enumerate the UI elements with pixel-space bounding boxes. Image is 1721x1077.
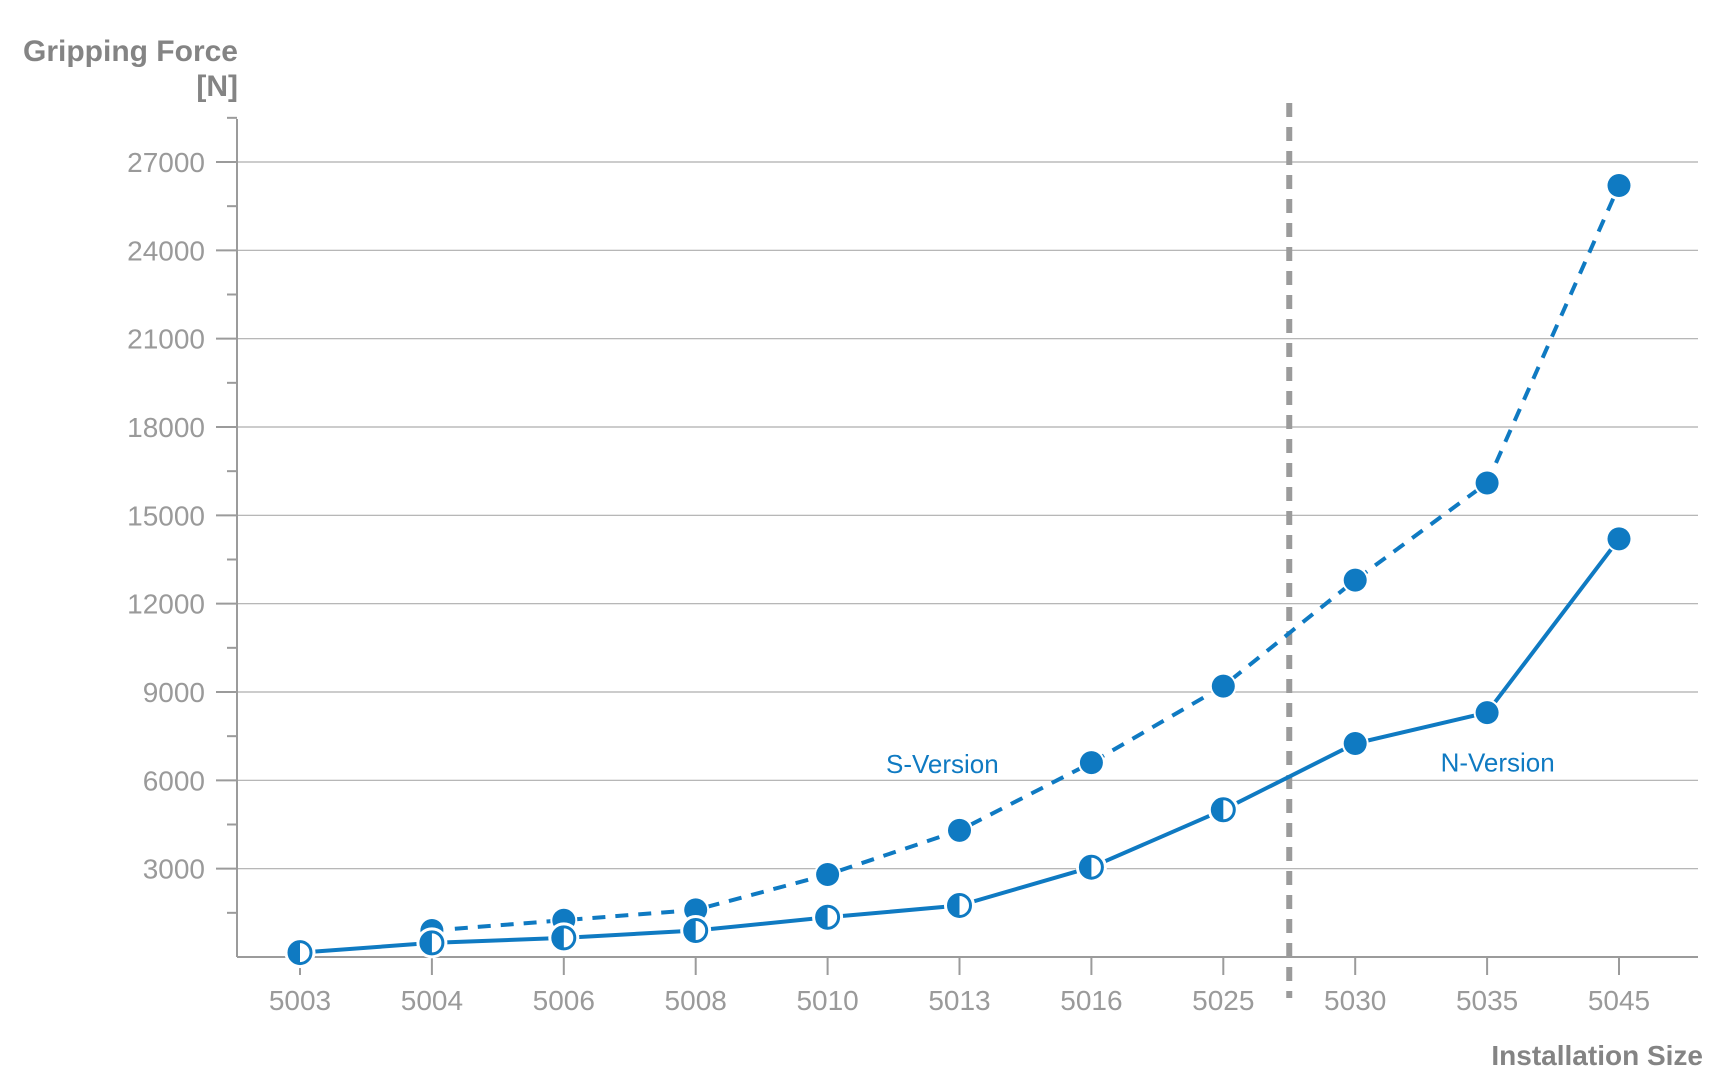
n-version-marker-5045	[1607, 527, 1631, 551]
s-version-marker-5045	[1607, 174, 1631, 198]
y-tick-label: 6000	[143, 765, 205, 796]
s-version-marker-5008	[684, 898, 708, 922]
s-version-marker-5013	[948, 818, 971, 842]
x-tick-label: 5013	[928, 985, 990, 1016]
x-tick-label: 5008	[665, 985, 727, 1016]
y-tick-label: 24000	[127, 235, 205, 266]
n-version-marker-5016-halffill	[1080, 856, 1092, 879]
n-version-marker-5008-halffill	[684, 919, 696, 942]
y-axis-title-unit: [N]	[196, 70, 238, 103]
s-version-marker-5030	[1343, 568, 1367, 592]
y-tick-label: 3000	[143, 854, 205, 885]
y-tick-label: 21000	[127, 324, 205, 355]
x-tick-label: 5003	[269, 985, 331, 1016]
x-tick-label: 5006	[533, 985, 595, 1016]
n-version-marker-5004-halffill	[420, 931, 432, 954]
n-version-marker-5035	[1475, 701, 1499, 725]
x-tick-label: 5030	[1324, 985, 1386, 1016]
x-tick-label: 5016	[1060, 985, 1122, 1016]
y-tick-label: 15000	[127, 500, 205, 531]
n-version-marker-5030	[1343, 732, 1367, 756]
x-tick-label: 5035	[1456, 985, 1518, 1016]
series-label-n-version: N-Version	[1441, 748, 1555, 778]
y-axis-title: Gripping Force [N]	[0, 34, 238, 104]
n-version-marker-5025-halffill	[1212, 798, 1224, 821]
y-tick-label: 9000	[143, 677, 205, 708]
x-tick-label: 5045	[1588, 985, 1650, 1016]
y-tick-label: 18000	[127, 412, 205, 443]
s-version-marker-5025	[1211, 674, 1235, 698]
series-label-s-version: S-Version	[886, 749, 999, 779]
s-version-line	[431, 184, 1621, 933]
n-version-marker-5003-halffill	[289, 941, 300, 964]
n-version-marker-5013-halffill	[948, 894, 960, 917]
s-version-marker-5010	[816, 863, 840, 887]
n-version-marker-5006-halffill	[552, 926, 564, 949]
y-tick-label: 27000	[127, 147, 205, 178]
y-tick-label: 12000	[127, 589, 205, 620]
y-axis-title-line1: Gripping Force	[22, 35, 238, 68]
s-version-marker-5016	[1079, 751, 1103, 775]
x-tick-label: 5010	[796, 985, 858, 1016]
x-tick-label: 5004	[401, 985, 463, 1016]
x-tick-label: 5025	[1192, 985, 1254, 1016]
n-version-marker-5010-halffill	[816, 906, 828, 929]
s-version-marker-5035	[1475, 471, 1499, 495]
x-axis-title: Installation Size	[1491, 1040, 1703, 1071]
